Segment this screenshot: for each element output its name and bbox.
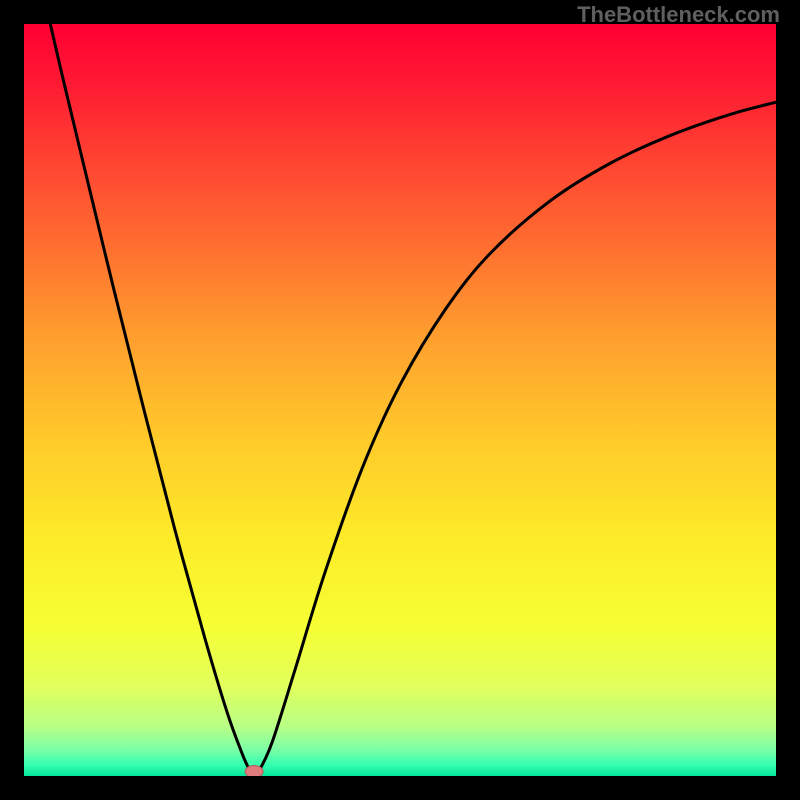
plot-area: [24, 24, 776, 776]
chart-container: TheBottleneck.com: [0, 0, 800, 800]
curve-layer: [24, 24, 776, 776]
watermark-text: TheBottleneck.com: [577, 2, 780, 28]
optimum-marker: [245, 765, 263, 776]
bottleneck-curve: [50, 24, 776, 775]
